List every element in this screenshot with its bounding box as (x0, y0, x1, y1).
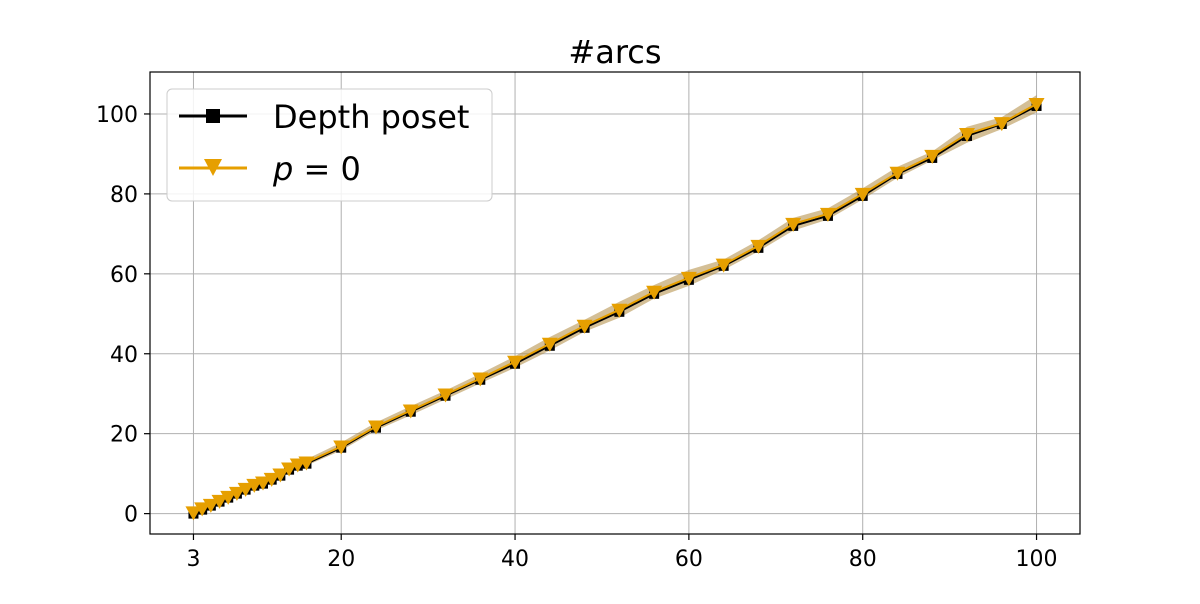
legend-label-p0-rest: = 0 (293, 150, 361, 188)
data-point (646, 285, 663, 300)
y-tick-label: 40 (110, 343, 138, 368)
data-point (194, 502, 211, 517)
tick-layer: 3 20 40 60 80 100 0 20 40 60 80 100 (96, 103, 1058, 572)
data-point (785, 217, 802, 232)
y-tick-label: 100 (96, 103, 138, 128)
data-point (993, 117, 1010, 132)
data-point (1028, 97, 1045, 112)
y-tick-label: 20 (110, 423, 138, 448)
legend-label-p0: p = 0 (272, 150, 361, 188)
legend-label-depth-poset: Depth poset (273, 98, 469, 136)
chart-title: #arcs (568, 33, 661, 71)
data-point (220, 490, 237, 505)
y-tick-label: 0 (124, 503, 138, 528)
y-tick-label: 60 (110, 263, 138, 288)
x-tick-label: 100 (1016, 547, 1058, 572)
legend-marker-depth-poset (206, 109, 220, 123)
data-point (541, 337, 558, 352)
data-point (402, 404, 419, 419)
series-1 (185, 97, 1045, 521)
data-point (211, 494, 228, 509)
data-point (854, 187, 871, 202)
legend: Depth poset p = 0 (166, 88, 493, 202)
x-tick-label: 20 (327, 547, 355, 572)
data-point (281, 462, 298, 477)
plot-frame (149, 71, 1081, 535)
data-point (611, 303, 628, 318)
data-point (715, 258, 732, 273)
data-point (437, 388, 454, 403)
data-point (959, 127, 976, 142)
data-point (680, 271, 697, 286)
x-tick-label: 60 (675, 547, 703, 572)
x-tick-label: 40 (501, 547, 529, 572)
series-layer (185, 97, 1045, 521)
data-point (750, 239, 767, 254)
data-point (263, 472, 280, 487)
data-point (819, 207, 836, 222)
data-point (237, 482, 254, 497)
legend-marker-p0 (204, 159, 222, 176)
y-tick-label: 80 (110, 183, 138, 208)
legend-label-p0-var: p (272, 150, 293, 188)
data-point (228, 486, 245, 501)
data-point (202, 498, 219, 513)
data-point (507, 355, 524, 370)
x-tick-label: 3 (186, 547, 200, 572)
data-point (576, 319, 593, 334)
data-point (889, 166, 906, 181)
legend-box (166, 88, 493, 202)
data-point (246, 478, 263, 493)
data-point (272, 468, 289, 483)
data-point (367, 420, 384, 435)
data-point (254, 476, 271, 491)
data-point (298, 456, 315, 471)
data-point (924, 149, 941, 164)
data-point (472, 372, 489, 387)
data-point (333, 440, 350, 455)
data-point (185, 506, 202, 521)
x-tick-label: 80 (849, 547, 877, 572)
